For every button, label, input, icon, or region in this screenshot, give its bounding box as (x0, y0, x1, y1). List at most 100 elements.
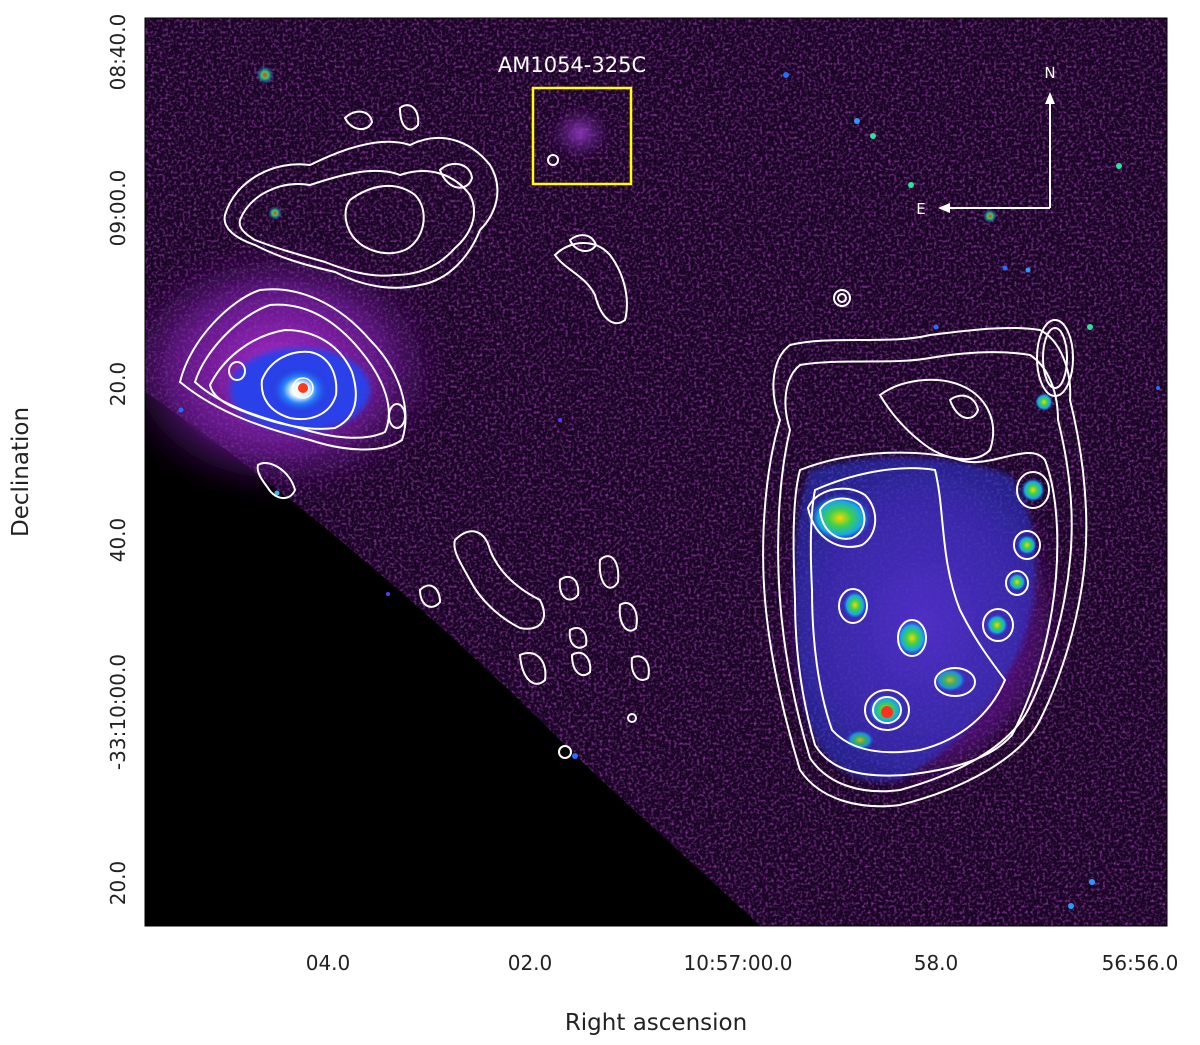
star (1025, 267, 1031, 273)
contour-small (558, 745, 572, 759)
right-galaxy-knot-2 (896, 620, 928, 656)
contour-right-ring-3 (838, 588, 868, 624)
star (983, 209, 997, 223)
contour-right-ring-4 (897, 619, 927, 657)
y-tick-label: 20.0 (106, 362, 130, 407)
x-tick-label: 02.0 (508, 951, 553, 975)
contour-left-core (292, 377, 314, 399)
contour-north-arc-3 (344, 184, 425, 255)
star (881, 706, 893, 718)
contour-right-ring-11 (982, 608, 1014, 642)
contour-bridge-2 (568, 234, 598, 252)
contour-bridge-10 (570, 651, 592, 677)
y-axis-title: Declination (8, 407, 34, 537)
image-panel: AM1054-325C N E (145, 18, 1167, 926)
right-galaxy-knot-1 (808, 494, 872, 542)
contour-bridge-11 (630, 655, 650, 681)
star (256, 66, 274, 84)
star (268, 206, 282, 220)
plot-frame (144, 17, 1168, 927)
contour-right-ring-8 (1016, 471, 1050, 509)
x-tick-label: 58.0 (914, 951, 959, 975)
contour-north-arc-2 (238, 169, 475, 277)
contour-bridge-9 (518, 652, 547, 685)
x-tick-label: 56:56.0 (1102, 951, 1179, 975)
right-galaxy-knot-8 (986, 614, 1008, 636)
star (386, 592, 390, 596)
y-tick-label: 08:40.0 (106, 14, 130, 91)
y-tick-label: -33:10:00.0 (106, 654, 130, 770)
contour-small (833, 289, 851, 307)
contour-right-ring-7 (934, 667, 976, 697)
contour-bridge-8 (568, 626, 588, 649)
contour-small (837, 293, 847, 303)
star (178, 407, 184, 413)
north-arrowhead (1045, 92, 1055, 104)
contour-bridge-3 (453, 530, 545, 630)
foreground-stars (178, 66, 1160, 909)
contour-bridge-1 (553, 242, 628, 325)
compass-rose (938, 92, 1055, 213)
contour-north-arc-1 (223, 136, 499, 289)
contour-right-ring-12 (1036, 319, 1074, 397)
compass-east-label: E (916, 200, 925, 218)
east-arrowhead (938, 203, 950, 213)
star (870, 133, 876, 139)
x-axis-title: Right ascension (565, 1010, 747, 1036)
star (1156, 386, 1160, 390)
contour-overlay (178, 104, 1088, 808)
contour-right-ring-13 (1042, 327, 1068, 389)
contour-right-ring-10 (1005, 570, 1029, 596)
right-galaxy-knot-4 (843, 591, 867, 619)
y-axis: 08:40.0 09:00.0 20.0 40.0 -33:10:00.0 20… (8, 14, 130, 906)
contour-left-blob (228, 361, 246, 381)
right-galaxy-knot-7 (1008, 573, 1026, 591)
star (572, 753, 578, 759)
companion-label: AM1054-325C (498, 53, 646, 77)
right-galaxy-knot-11 (1035, 393, 1053, 411)
x-tick-label: 04.0 (306, 951, 351, 975)
contour-right-north (878, 378, 995, 461)
contour-south-left (256, 462, 297, 499)
y-tick-label: 40.0 (106, 518, 130, 563)
star (274, 490, 280, 496)
right-galaxy-knot-9 (934, 668, 966, 692)
contour-north-arc-5 (398, 104, 420, 131)
contour-north-arc-6 (438, 162, 474, 189)
contour-bridge-7 (618, 602, 638, 632)
star (933, 324, 939, 330)
contour-right-3 (792, 451, 1059, 777)
contour-right-north-2 (948, 394, 980, 419)
x-tick-label: 10:57:00.0 (684, 951, 793, 975)
star (1116, 163, 1122, 169)
right-galaxy-knot-6 (1017, 535, 1037, 555)
star (854, 118, 860, 124)
contour-bridge-5 (598, 555, 620, 589)
contour-right-ring-5 (864, 689, 910, 731)
x-axis: 04.0 02.0 10:57:00.0 58.0 56:56.0 Right … (306, 951, 1179, 1036)
star (783, 72, 789, 78)
contour-bridge-4 (418, 584, 442, 608)
companion-galaxy-emission (546, 103, 614, 163)
contour-left-outer (178, 288, 407, 451)
compass-north-label: N (1044, 64, 1055, 82)
masked-region (145, 392, 760, 926)
companion-highlight-box (531, 86, 633, 186)
contour-small (627, 713, 637, 723)
contour-right-ring-9 (1013, 530, 1041, 560)
star (558, 418, 562, 422)
contour-right-ring-1 (806, 487, 877, 548)
contour-right-4 (809, 467, 1007, 754)
star (1068, 903, 1074, 909)
contour-left-blob (388, 403, 406, 429)
contour-left-4 (260, 350, 338, 420)
left-galaxy-nucleus (298, 383, 308, 393)
contour-right-outer (762, 326, 1088, 808)
star (1089, 879, 1095, 885)
contour-right-ring-2 (818, 497, 866, 540)
right-galaxy-knot-5 (1021, 478, 1045, 502)
contour-right-ring-6 (872, 696, 902, 724)
contour-north-arc-4 (343, 110, 374, 130)
star (908, 182, 914, 188)
